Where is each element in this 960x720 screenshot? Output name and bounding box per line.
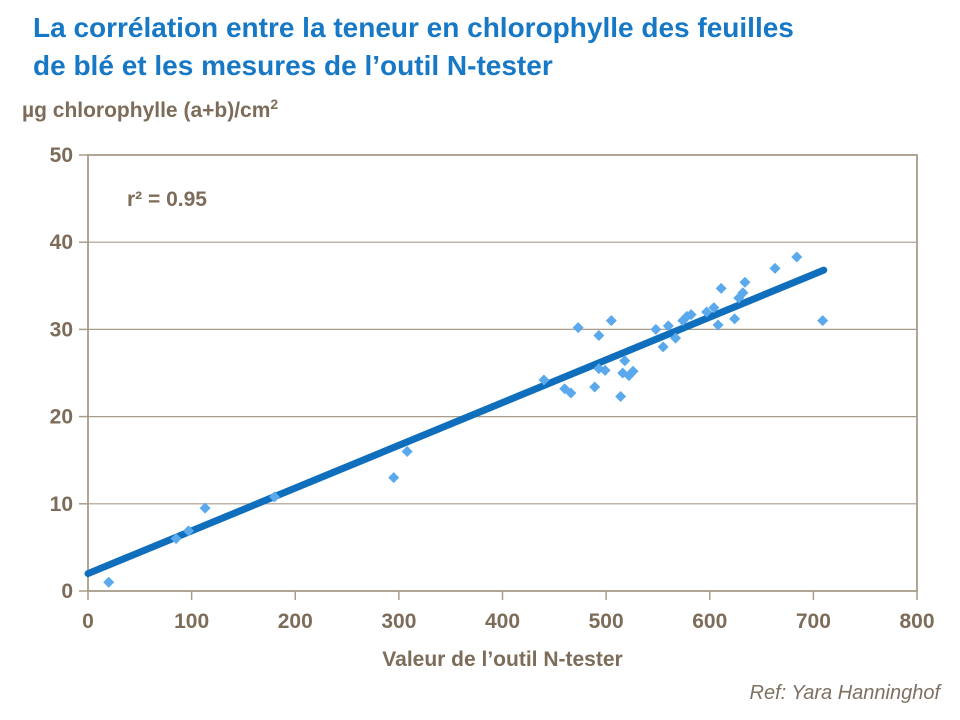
scatter-point [615,391,627,403]
scatter-point [657,341,669,353]
scatter-point [662,320,674,332]
scatter-point [401,445,413,457]
y-tick-label: 40 [50,231,73,254]
x-tick-label: 500 [589,610,624,633]
scatter-point [791,251,803,263]
scatter-point [729,313,741,325]
x-tick-label: 400 [485,610,520,633]
y-tick-label: 50 [50,144,73,167]
y-axis-title-superscript: 2 [270,96,279,112]
y-axis-title-text: µg chlorophylle (a+b)/cm [22,99,271,122]
scatter-point [685,309,697,321]
x-tick-label: 0 [82,610,94,633]
scatter-point [572,322,584,334]
y-tick-label: 0 [61,580,73,603]
scatter-point [701,306,713,318]
page-title: La corrélation entre la teneur en chloro… [33,12,794,81]
scatter-point [593,330,605,342]
scatter-point [269,491,281,503]
scatter-point [183,525,195,537]
scatter-point [715,282,727,294]
reference-credit: Ref: Yara Hanninghof [749,682,941,704]
scatter-point [627,365,639,377]
x-tick-label: 200 [278,610,313,633]
y-tick-label: 10 [50,493,73,516]
scatter-point [565,387,577,399]
scatter-point [670,332,682,344]
x-axis-title: Valeur de l’outil N-tester [382,648,623,671]
scatter-point [538,374,550,386]
scatter-point [817,315,829,327]
scatter-point [599,364,611,376]
scatter-point [103,576,115,588]
scatter-point [712,319,724,331]
y-tick-label: 20 [50,406,73,429]
trend-line [84,266,828,578]
scatter-point [650,323,662,335]
y-axis-title: µg chlorophylle (a+b)/cm2 [22,96,278,123]
scatter-point [199,502,211,514]
r-squared-annotation: r² = 0.95 [127,188,207,211]
scatter-point [589,381,601,393]
scatter-point [605,315,617,327]
x-tick-label: 600 [692,610,727,633]
scatter-point [388,472,400,484]
x-tick-label: 100 [174,610,209,633]
scatter-point [170,533,182,545]
scatter-point [619,355,631,367]
x-tick-label: 800 [899,610,934,633]
scatter-point [739,276,751,288]
x-tick-label: 700 [796,610,831,633]
y-tick-label: 30 [50,318,73,341]
scatter-point [769,262,781,274]
x-tick-label: 300 [381,610,416,633]
scatter-point [737,287,749,299]
scatter-point [708,302,720,314]
